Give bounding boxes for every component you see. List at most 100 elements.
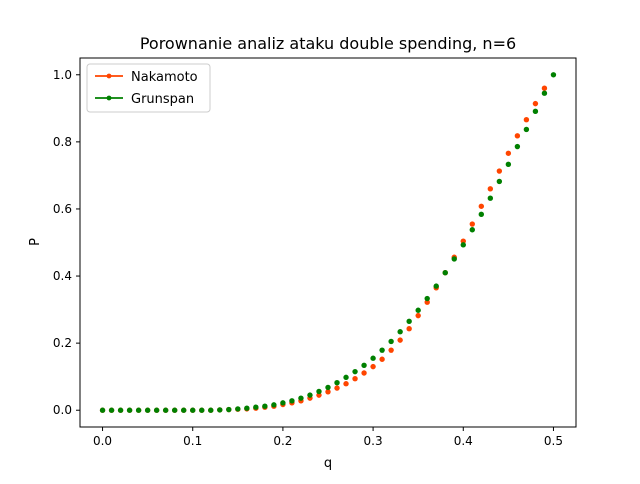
x-tick-label: 0.1 xyxy=(183,434,202,448)
data-point-nakamoto-47 xyxy=(523,117,530,123)
data-point-grunspan-7 xyxy=(162,407,169,413)
data-point-nakamoto-40 xyxy=(460,238,466,244)
legend-marker-grunspan xyxy=(106,95,112,101)
data-point-grunspan-9 xyxy=(181,407,187,413)
data-point-nakamoto-49 xyxy=(541,85,548,91)
data-point-grunspan-21 xyxy=(289,398,295,404)
data-point-grunspan-48 xyxy=(532,108,539,115)
data-point-nakamoto-29 xyxy=(361,370,367,376)
data-point-nakamoto-26 xyxy=(334,385,340,391)
plot-marks xyxy=(99,72,557,413)
data-point-grunspan-45 xyxy=(505,161,512,168)
data-point-grunspan-38 xyxy=(442,269,448,276)
data-point-grunspan-33 xyxy=(397,329,403,335)
data-point-grunspan-22 xyxy=(298,395,304,401)
y-tick-label: 0.0 xyxy=(53,403,72,417)
x-tick-label: 0.3 xyxy=(364,434,383,448)
data-point-grunspan-26 xyxy=(334,380,340,386)
data-point-nakamoto-25 xyxy=(325,389,331,395)
data-point-grunspan-5 xyxy=(144,407,151,413)
data-point-nakamoto-35 xyxy=(415,312,421,319)
data-point-grunspan-16 xyxy=(244,405,250,411)
y-tick-label: 0.2 xyxy=(53,336,72,350)
data-point-grunspan-42 xyxy=(478,211,485,218)
data-point-grunspan-36 xyxy=(424,295,430,302)
data-point-nakamoto-31 xyxy=(379,356,385,362)
data-point-grunspan-20 xyxy=(280,400,286,406)
data-point-nakamoto-43 xyxy=(487,186,494,192)
legend-label-grunspan: Grunspan xyxy=(131,92,194,107)
data-point-grunspan-23 xyxy=(307,392,313,398)
data-point-grunspan-15 xyxy=(235,406,241,412)
x-axis: 0.0 0.1 0.2 0.3 0.4 0.5 xyxy=(93,427,563,448)
data-point-nakamoto-42 xyxy=(478,203,485,209)
data-point-grunspan-37 xyxy=(433,283,439,289)
data-point-grunspan-28 xyxy=(352,368,358,375)
data-point-grunspan-19 xyxy=(271,402,277,408)
data-point-grunspan-31 xyxy=(379,347,385,353)
x-tick-label: 0.0 xyxy=(93,434,112,448)
y-axis-label: P xyxy=(28,238,43,246)
data-point-grunspan-35 xyxy=(415,307,421,313)
x-tick-label: 0.2 xyxy=(273,434,292,448)
legend: Nakamoto Grunspan xyxy=(86,63,211,113)
data-point-grunspan-44 xyxy=(496,178,503,185)
data-point-nakamoto-46 xyxy=(514,133,521,139)
data-point-grunspan-32 xyxy=(388,338,394,345)
data-point-grunspan-1 xyxy=(108,407,115,413)
data-point-grunspan-40 xyxy=(460,242,466,248)
y-tick-label: 1.0 xyxy=(53,68,72,82)
data-point-nakamoto-41 xyxy=(469,221,475,227)
data-point-grunspan-30 xyxy=(370,355,376,361)
data-point-nakamoto-44 xyxy=(496,168,503,174)
data-point-nakamoto-28 xyxy=(352,375,358,382)
y-axis: 0.0 0.2 0.4 0.6 0.8 1.0 xyxy=(53,68,80,417)
y-tick-label: 0.8 xyxy=(53,135,72,149)
x-axis-label: q xyxy=(324,456,332,471)
data-point-grunspan-27 xyxy=(343,374,349,381)
data-point-nakamoto-27 xyxy=(343,381,349,387)
legend-marker-nakamoto xyxy=(106,73,112,79)
data-point-grunspan-47 xyxy=(523,126,530,133)
data-point-nakamoto-24 xyxy=(316,392,322,398)
data-point-grunspan-18 xyxy=(262,403,268,409)
chart-title: Porownanie analiz ataku double spending,… xyxy=(140,34,516,53)
data-point-grunspan-17 xyxy=(253,404,259,410)
data-point-grunspan-2 xyxy=(117,407,124,413)
data-point-grunspan-6 xyxy=(153,407,160,413)
data-point-grunspan-8 xyxy=(171,407,178,413)
data-point-grunspan-25 xyxy=(325,384,331,391)
data-point-nakamoto-45 xyxy=(505,150,512,156)
data-point-nakamoto-32 xyxy=(388,347,394,353)
data-point-nakamoto-30 xyxy=(370,363,376,370)
data-point-grunspan-12 xyxy=(208,407,214,413)
data-point-grunspan-46 xyxy=(514,143,521,150)
data-point-grunspan-50 xyxy=(550,72,557,78)
plot-frame xyxy=(79,57,577,428)
data-point-nakamoto-36 xyxy=(424,299,430,305)
data-point-grunspan-41 xyxy=(469,227,475,233)
data-point-nakamoto-48 xyxy=(532,100,539,107)
data-point-grunspan-10 xyxy=(190,407,196,413)
data-point-grunspan-13 xyxy=(217,407,223,413)
legend-label-nakamoto: Nakamoto xyxy=(131,70,198,85)
data-point-grunspan-34 xyxy=(406,318,412,325)
y-tick-label: 0.4 xyxy=(53,269,72,283)
data-point-grunspan-4 xyxy=(135,407,142,413)
data-point-grunspan-43 xyxy=(487,195,494,201)
x-tick-label: 0.4 xyxy=(454,434,473,448)
data-point-grunspan-14 xyxy=(226,406,232,413)
x-tick-label: 0.5 xyxy=(544,434,563,448)
data-point-grunspan-0 xyxy=(99,407,106,413)
data-point-grunspan-11 xyxy=(199,407,205,413)
data-point-grunspan-39 xyxy=(451,256,457,262)
data-point-grunspan-3 xyxy=(126,407,133,413)
data-point-grunspan-24 xyxy=(316,388,322,395)
data-point-grunspan-29 xyxy=(361,362,367,368)
y-tick-label: 0.6 xyxy=(53,202,72,216)
data-point-nakamoto-34 xyxy=(406,326,412,332)
data-point-nakamoto-33 xyxy=(397,337,403,343)
data-point-grunspan-49 xyxy=(541,90,548,96)
